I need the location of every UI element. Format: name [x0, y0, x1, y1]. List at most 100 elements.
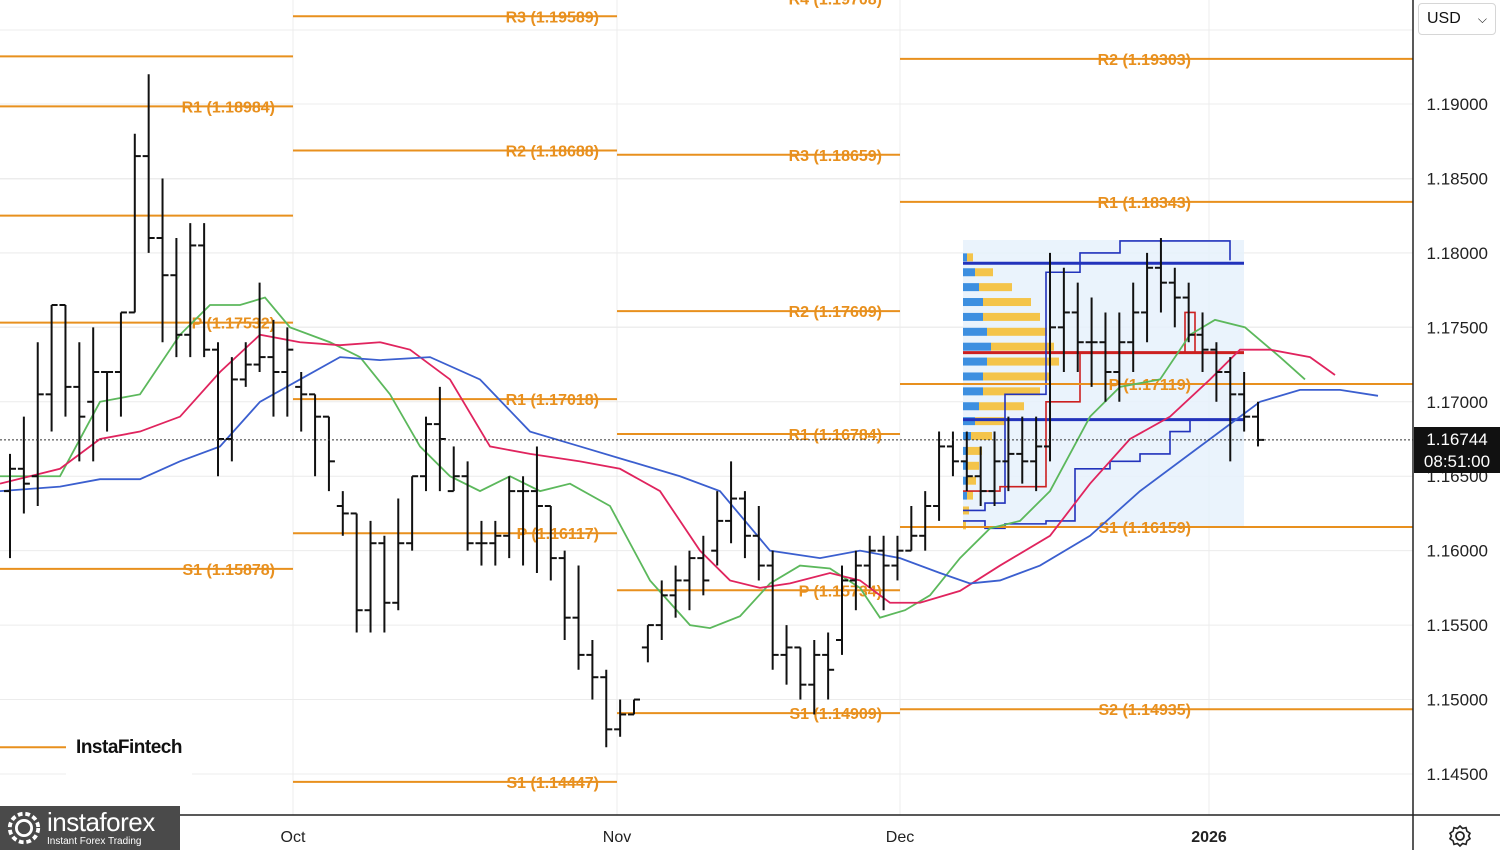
volume-profile-buy: [963, 476, 967, 485]
price-tick-label: 1.16000: [1427, 542, 1488, 561]
ohlc-bar: [503, 476, 516, 559]
volume-profile-buy: [963, 402, 979, 411]
ohlc-bar: [336, 491, 349, 536]
pivot-levels: R1 (1.18984) P (1.17532) S1 (1.15878) R3 (1…: [0, 0, 1413, 792]
volume-profile-sell: [967, 446, 982, 455]
ohlc-bar: [711, 491, 724, 566]
volume-profile-buy: [963, 372, 983, 381]
pivot-label: R1 (1.18984): [182, 99, 275, 116]
ohlc-bar: [933, 431, 946, 521]
time-axis[interactable]: Oct Nov Dec 2026: [0, 814, 1500, 846]
volume-profile-sell: [983, 298, 1031, 307]
price-tick-label: 1.19000: [1427, 95, 1488, 114]
price-tick-label: 1.15500: [1427, 616, 1488, 635]
ohlc-bar: [59, 304, 72, 417]
volume-profile-sell: [963, 521, 966, 530]
volume-profile-buy: [963, 312, 983, 321]
ohlc-bar: [1224, 357, 1237, 462]
volume-profile-buy: [963, 268, 975, 277]
ohlc-bar: [156, 178, 169, 343]
developing-va-low: [963, 418, 1240, 530]
volume-profile-sell: [967, 476, 976, 485]
price-axis[interactable]: 1.190001.185001.180001.175001.170001.165…: [1412, 0, 1488, 850]
ohlc-bar: [114, 311, 127, 417]
volume-profile-sell: [987, 357, 1059, 366]
instaforex-logo: instaforex Instant Forex Trading: [0, 806, 180, 850]
pivot-label: R1 (1.17018): [506, 392, 599, 409]
ohlc-bar: [322, 415, 335, 492]
ohlc-bar: [1154, 238, 1167, 313]
volume-profile-sell: [983, 312, 1040, 321]
ohlc-bar: [517, 476, 530, 566]
ohlc-bar: [239, 342, 252, 387]
pivot-label: R1 (1.16784): [789, 427, 882, 444]
ohlc-bar: [822, 632, 835, 700]
volume-profile-buy: [963, 491, 967, 500]
ohlc-bar: [475, 520, 488, 566]
settings-gear-icon[interactable]: [1448, 824, 1472, 848]
volume-profile-sell: [967, 461, 979, 470]
currency-selector[interactable]: USD ⌵: [1418, 3, 1496, 35]
time-tick-label: 2026: [1191, 829, 1227, 846]
volume-profile-sell: [979, 283, 1012, 292]
ohlc-bar: [73, 342, 86, 462]
pivot-label: P (1.17532): [192, 316, 275, 333]
volume-profile-buy: [963, 298, 983, 307]
ohlc-bar: [1057, 267, 1070, 372]
volume-profile-sell: [967, 491, 973, 500]
volume-profile-sell: [975, 268, 993, 277]
ohlc-bar: [1127, 282, 1140, 372]
ohlc-bar: [960, 431, 973, 492]
ohlc-bar: [1210, 342, 1223, 402]
ohlc-bar: [780, 625, 793, 685]
ohlc-bar: [766, 550, 779, 670]
ohlc-bar: [794, 646, 807, 700]
ohlc-bar: [946, 431, 959, 477]
pivot-label: S1 (1.15878): [182, 562, 275, 579]
volume-profile-sell: [991, 342, 1054, 351]
volume-profile-buy: [963, 342, 991, 351]
ohlc-bar: [1030, 416, 1043, 492]
ohlc-bar: [919, 491, 932, 551]
chevron-down-icon: ⌵: [1477, 11, 1487, 26]
ohlc-bar: [87, 327, 100, 462]
ohlc-bar: [558, 550, 571, 640]
ohlc-bar: [198, 223, 211, 358]
pivot-label: R3 (1.18659): [789, 148, 882, 165]
blue-moving-average: [0, 356, 1379, 585]
ohlc-bar: [447, 446, 460, 493]
volume-profile-buy: [963, 461, 967, 470]
pivot-label: S2 (1.14935): [1098, 702, 1191, 719]
volume-profile-buy: [963, 253, 967, 262]
pivot-label: R2 (1.18688): [506, 143, 599, 160]
ohlc-bar: [212, 342, 224, 477]
ohlc-bar: [697, 535, 710, 596]
ohlc-bar: [808, 640, 821, 715]
ohlc-bar: [641, 624, 654, 663]
time-tick-label: Dec: [886, 829, 914, 846]
ohlc-bar: [489, 520, 502, 566]
volume-profile-sell: [983, 372, 1049, 381]
brand-name: instaforex: [47, 807, 155, 837]
ohlc-bar: [1071, 282, 1084, 372]
volume-profile-sell: [971, 432, 992, 441]
ohlc-bar: [655, 580, 668, 640]
ohlc-bar: [586, 640, 599, 700]
ohlc-bar: [614, 699, 627, 737]
ohlc-bar: [17, 416, 30, 514]
ohlc-bar: [350, 512, 363, 633]
price-tick-label: 1.17500: [1427, 318, 1488, 337]
volume-profile-buy: [963, 387, 983, 396]
price-tick-label: 1.15000: [1427, 691, 1488, 710]
volume-profile-buy: [963, 327, 987, 336]
ohlc-bar: [1238, 372, 1251, 432]
ohlc-bar: [4, 453, 16, 559]
pivot-label: S1 (1.14909): [789, 706, 882, 723]
bar-countdown: 08:51:00: [1423, 452, 1491, 471]
developing-poc: [963, 311, 1240, 492]
instaforex-gear-icon: [7, 811, 41, 845]
ohlc-bar: [752, 506, 765, 581]
price-tick-label: 1.14500: [1427, 765, 1488, 784]
ohlc-bar: [128, 133, 141, 314]
